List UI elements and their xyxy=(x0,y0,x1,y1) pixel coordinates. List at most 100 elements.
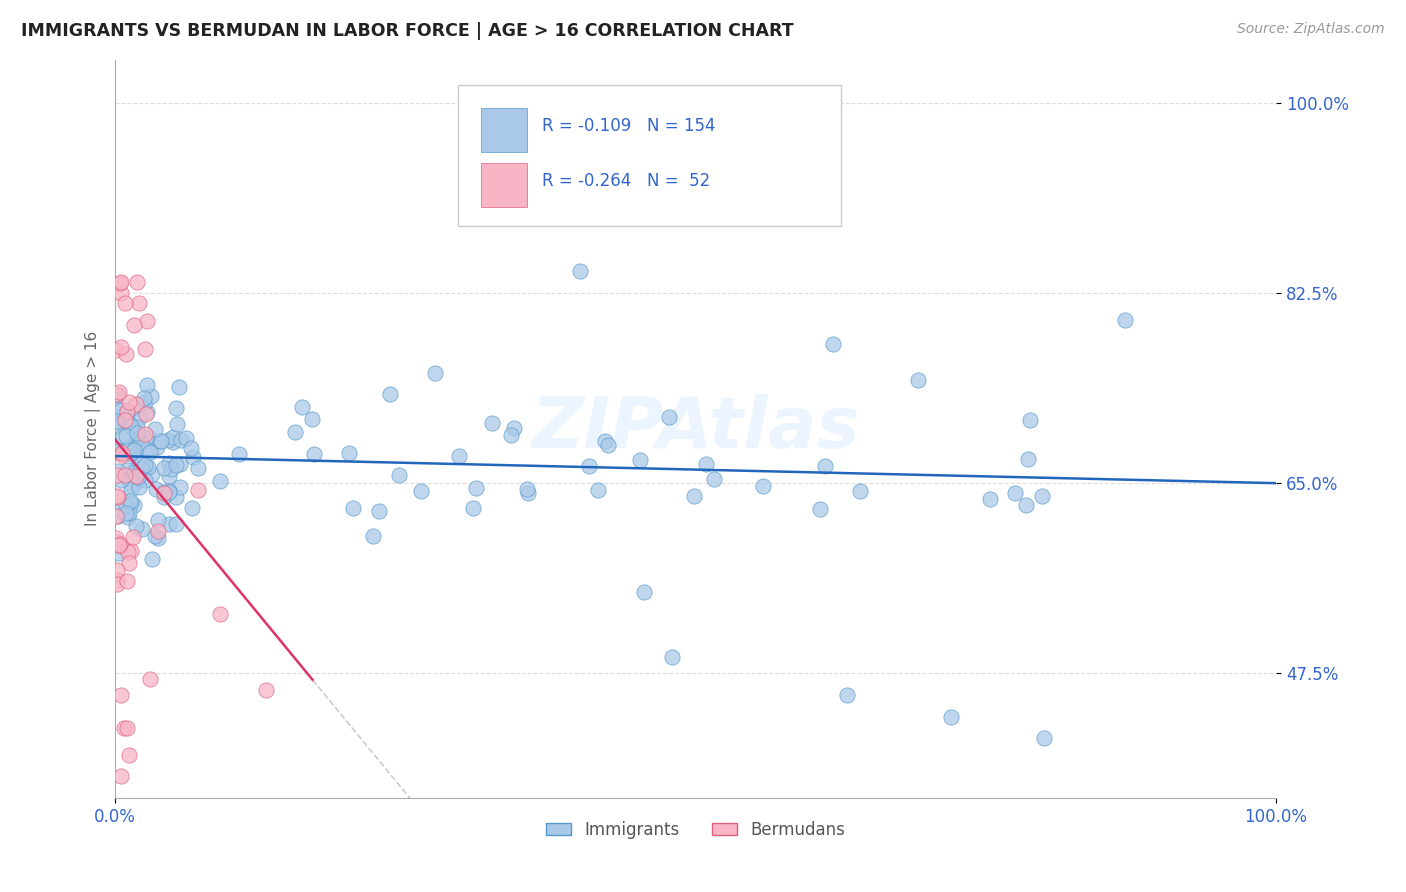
Point xyxy=(110,473,132,487)
Point xyxy=(117,472,139,486)
Point xyxy=(110,403,132,417)
Point xyxy=(125,275,148,289)
Point xyxy=(115,574,138,588)
Point xyxy=(122,445,145,459)
Point xyxy=(157,469,180,483)
Point xyxy=(1032,731,1054,746)
Point xyxy=(125,420,148,434)
Point xyxy=(118,747,141,762)
Point xyxy=(464,481,486,495)
Point xyxy=(110,340,132,354)
Point xyxy=(342,501,364,516)
Point xyxy=(146,513,169,527)
Point xyxy=(150,434,173,448)
Point xyxy=(122,400,145,414)
Point xyxy=(108,385,131,400)
Point xyxy=(143,422,166,436)
Point xyxy=(115,721,138,735)
Point xyxy=(125,397,148,411)
Point xyxy=(135,405,157,419)
Point xyxy=(598,438,620,452)
Point xyxy=(117,406,139,420)
Point xyxy=(120,493,142,508)
Point xyxy=(128,428,150,442)
Point xyxy=(165,517,187,532)
Text: Source: ZipAtlas.com: Source: ZipAtlas.com xyxy=(1237,22,1385,37)
Point xyxy=(129,434,152,449)
Point xyxy=(176,431,198,445)
Point xyxy=(254,682,277,697)
Point xyxy=(134,427,156,442)
Point xyxy=(110,688,132,702)
Point xyxy=(139,672,162,686)
Point xyxy=(1018,412,1040,426)
Point xyxy=(157,485,180,500)
Point xyxy=(134,395,156,409)
Point xyxy=(650,178,672,192)
Point xyxy=(378,387,401,401)
Point xyxy=(187,461,209,475)
Point xyxy=(167,380,190,394)
Point xyxy=(162,435,184,450)
Point xyxy=(122,318,145,332)
Point xyxy=(134,473,156,487)
Point xyxy=(114,296,136,310)
Point xyxy=(228,447,250,461)
Point xyxy=(187,483,209,497)
Point xyxy=(127,470,149,484)
Point xyxy=(409,484,432,499)
Point xyxy=(939,709,962,723)
Point xyxy=(447,449,470,463)
Point xyxy=(120,419,142,434)
Point xyxy=(302,447,325,461)
Point xyxy=(108,537,131,551)
Point xyxy=(169,480,191,494)
Point xyxy=(124,424,146,438)
Point xyxy=(141,551,163,566)
Point xyxy=(107,508,129,523)
Point xyxy=(1031,489,1053,503)
Point xyxy=(105,531,128,545)
Point xyxy=(633,584,655,599)
Point xyxy=(110,769,132,783)
Point xyxy=(105,563,128,577)
Point xyxy=(135,377,157,392)
Point xyxy=(117,416,139,430)
Point xyxy=(159,461,181,475)
Point xyxy=(499,428,522,442)
Point xyxy=(122,441,145,455)
Point xyxy=(301,412,323,426)
Point xyxy=(117,510,139,524)
Point xyxy=(153,484,176,499)
Point xyxy=(120,478,142,492)
Point xyxy=(125,426,148,441)
Point xyxy=(131,522,153,536)
Point xyxy=(114,721,136,735)
Point xyxy=(107,464,129,478)
Point xyxy=(114,467,136,482)
Point xyxy=(166,417,188,431)
Text: R = -0.264   N =  52: R = -0.264 N = 52 xyxy=(543,172,710,191)
Point xyxy=(105,414,128,428)
Point xyxy=(148,524,170,538)
Point xyxy=(107,388,129,402)
Point xyxy=(135,314,157,328)
Point xyxy=(181,501,204,516)
Point xyxy=(105,577,128,591)
Point xyxy=(143,529,166,543)
Point xyxy=(138,459,160,474)
Point xyxy=(121,531,143,545)
Point xyxy=(128,410,150,425)
Point xyxy=(107,490,129,504)
Point xyxy=(105,418,128,433)
Point xyxy=(661,649,683,664)
Point xyxy=(283,425,305,439)
Point xyxy=(117,438,139,452)
Point xyxy=(568,264,591,278)
Point xyxy=(337,446,360,460)
Point xyxy=(695,457,717,471)
Point xyxy=(124,465,146,479)
Point xyxy=(170,433,193,447)
Point xyxy=(118,442,141,456)
Point xyxy=(127,429,149,443)
